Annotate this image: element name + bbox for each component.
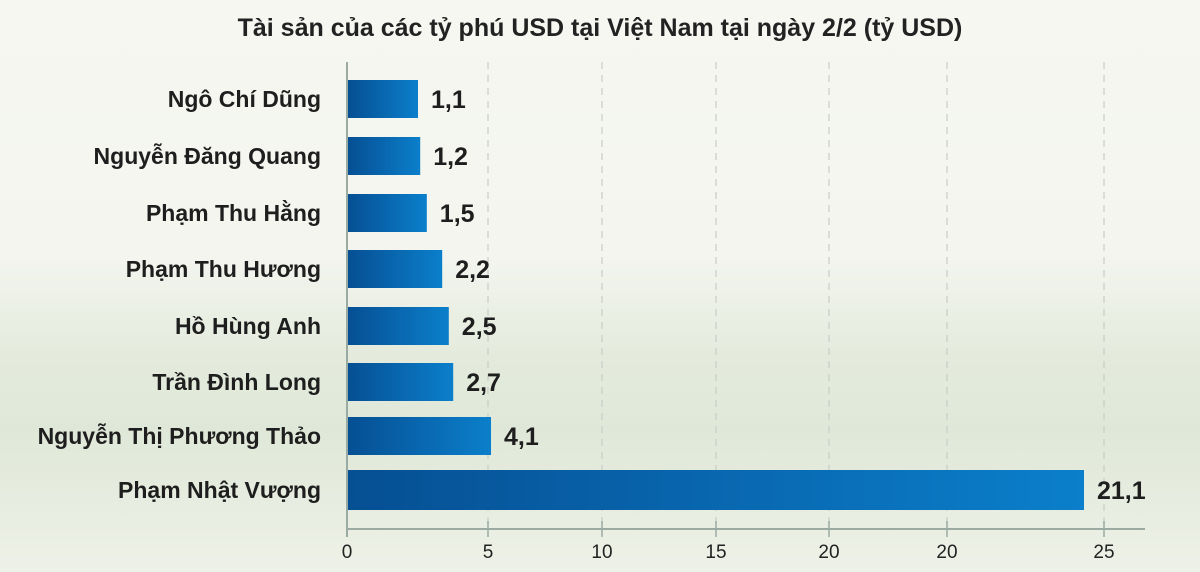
x-tick-label: 25 bbox=[1093, 542, 1114, 563]
x-tick-label: 15 bbox=[705, 542, 726, 563]
category-label: Hồ Hùng Anh bbox=[175, 313, 321, 339]
category-label: Phạm Nhật Vượng bbox=[118, 477, 321, 503]
data-label: 1,1 bbox=[431, 86, 466, 114]
data-label: 2,5 bbox=[462, 313, 497, 341]
category-label: Phạm Thu Hằng bbox=[146, 199, 321, 226]
category-label: Ngô Chí Dũng bbox=[168, 86, 321, 112]
bar bbox=[348, 417, 492, 455]
bar bbox=[348, 363, 454, 401]
x-tick-label: 20 bbox=[936, 542, 957, 563]
bar bbox=[348, 194, 427, 232]
x-tick-label: 0 bbox=[342, 542, 353, 563]
data-label: 2,2 bbox=[455, 256, 490, 284]
bar bbox=[348, 307, 449, 345]
category-label: Trần Đình Long bbox=[152, 369, 321, 395]
bar bbox=[348, 137, 421, 175]
x-tick-label: 5 bbox=[483, 542, 494, 563]
data-label: 1,2 bbox=[433, 143, 468, 171]
data-label: 2,7 bbox=[466, 369, 501, 397]
data-label: 4,1 bbox=[504, 423, 539, 451]
data-label: 21,1 bbox=[1097, 477, 1146, 505]
chart-title: Tài sản của các tỷ phú USD tại Việt Nam … bbox=[237, 14, 963, 42]
category-label: Phạm Thu Hương bbox=[126, 256, 321, 282]
bar bbox=[348, 470, 1084, 510]
bar bbox=[348, 80, 418, 118]
data-label: 1,5 bbox=[440, 200, 475, 228]
category-label: Nguyễn Thị Phương Thảo bbox=[38, 422, 321, 449]
category-label: Nguyễn Đăng Quang bbox=[94, 142, 321, 169]
bar bbox=[348, 250, 443, 288]
x-tick-label: 10 bbox=[591, 542, 612, 563]
x-tick-label: 20 bbox=[818, 542, 839, 563]
